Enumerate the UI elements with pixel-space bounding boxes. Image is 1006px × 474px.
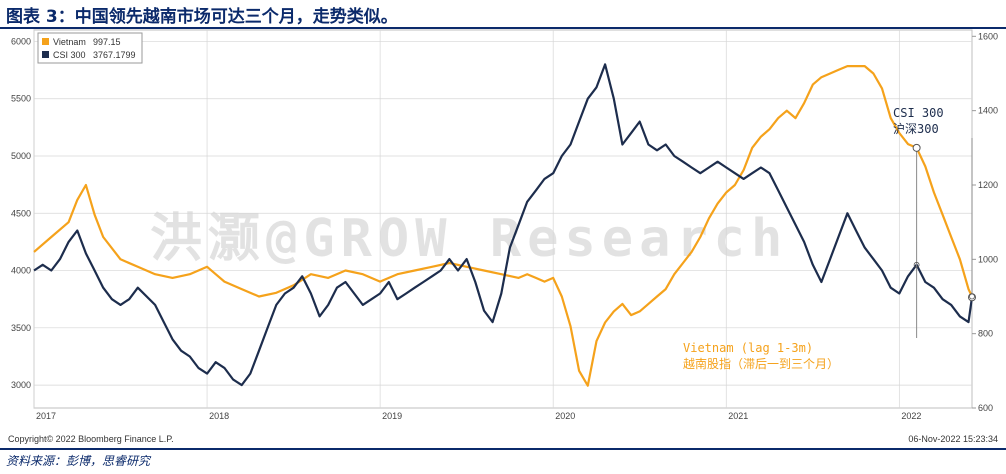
legend-label-csi300: CSI 300 [53, 50, 86, 60]
x-tick-label: 2021 [728, 411, 748, 421]
annotation-vietnam-cn: 越南股指（滞后一到三个月） [683, 356, 839, 371]
x-axis: 2017 2018 2019 2020 2021 2022 [36, 411, 921, 421]
series-lines [33, 63, 974, 387]
x-tick-label: 2018 [209, 411, 229, 421]
right-tick-label: 800 [978, 329, 993, 339]
legend-box [37, 32, 143, 64]
legend-value-vietnam: 997.15 [93, 37, 121, 47]
annotation-markers [912, 138, 976, 338]
vietnam-peak-marker [912, 143, 921, 152]
right-axis: 600 800 1000 1200 1400 1600 [972, 31, 998, 413]
legend-label-vietnam: Vietnam [53, 37, 86, 47]
legend-swatch-csi300 [42, 51, 49, 58]
left-tick-label: 5000 [11, 151, 31, 161]
csi300-peak-marker [913, 261, 920, 268]
x-tick-label: 2022 [901, 411, 921, 421]
series-line-vietnam [33, 65, 973, 387]
left-axis: 3000 3500 4000 4500 5000 5500 6000 [11, 36, 31, 390]
left-tick-label: 5500 [11, 94, 31, 104]
title-rule [0, 27, 1006, 29]
annotation-csi-cn: 沪深300 [893, 122, 939, 136]
page-title: 图表 3：中国领先越南市场可达三个月，走势类似。 [6, 7, 398, 27]
left-tick-label: 6000 [11, 36, 31, 46]
copyright-text: Copyright© 2022 Bloomberg Finance L.P. [8, 434, 174, 444]
legend-swatch-vietnam [42, 38, 49, 45]
series-line-csi-300 [33, 63, 974, 387]
x-tick-label: 2017 [36, 411, 56, 421]
vietnam-end-marker [969, 293, 975, 300]
right-tick-label: 1600 [978, 31, 998, 41]
plot-frame [33, 29, 973, 409]
annotation-vietnam-en: Vietnam (lag 1-3m) [683, 341, 813, 355]
left-tick-label: 3500 [11, 323, 31, 333]
right-tick-label: 1400 [978, 106, 998, 116]
legend-value-csi300: 3767.1799 [93, 50, 136, 60]
x-tick-label: 2019 [382, 411, 402, 421]
footer-rule [0, 448, 1006, 450]
left-tick-label: 4000 [11, 266, 31, 276]
left-tick-label: 3000 [11, 380, 31, 390]
annotation-csi-en: CSI 300 [893, 106, 944, 120]
gridlines [33, 30, 972, 408]
right-tick-label: 600 [978, 403, 993, 413]
source-note: 资料来源：彭博，思睿研究 [6, 454, 151, 468]
right-tick-label: 1000 [978, 254, 998, 264]
timestamp-text: 06-Nov-2022 15:23:34 [908, 434, 998, 444]
left-tick-label: 4500 [11, 208, 31, 218]
right-tick-label: 1200 [978, 180, 998, 190]
x-tick-label: 2020 [555, 411, 575, 421]
